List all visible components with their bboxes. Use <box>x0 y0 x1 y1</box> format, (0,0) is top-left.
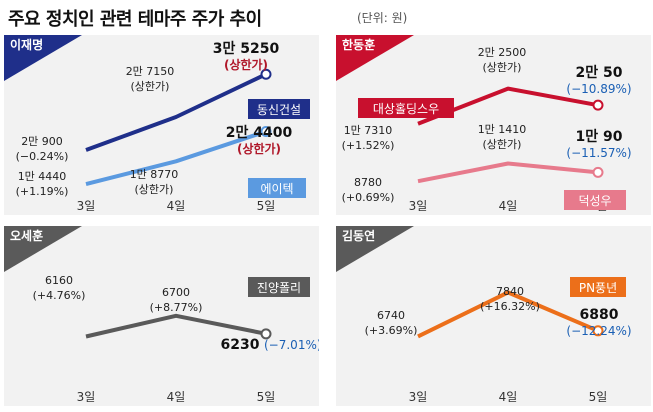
unit-label: (단위: 원) <box>357 11 408 25</box>
data-label-change: (+4.76%) <box>33 289 86 302</box>
x-tick-label: 4일 <box>167 390 186 404</box>
data-label-change: (상한가) <box>135 183 174 196</box>
data-label-value: 1만 7310 <box>344 124 393 137</box>
x-tick-label: 5일 <box>589 390 608 404</box>
data-label-change: (−10.89%) <box>566 82 631 96</box>
legend-label: 동신건설 <box>257 103 301 117</box>
x-tick-label: 3일 <box>77 390 96 404</box>
x-tick-label: 4일 <box>167 199 186 213</box>
legend-box <box>248 99 310 119</box>
chart-panel-lee-jae-myung: 이재명 3일 4일 5일 동신건설 2만 900 (−0.24%) 2만 7150 (상한가) 3… <box>4 35 319 215</box>
legend-box <box>358 98 454 118</box>
x-tick-label: 5일 <box>257 390 276 404</box>
data-label-value: 6740 <box>377 309 405 322</box>
data-label-change: (+16.32%) <box>480 300 540 313</box>
data-label-change: (+1.52%) <box>342 139 395 152</box>
data-label-change: (+8.77%) <box>150 301 203 314</box>
legend-box <box>564 190 626 210</box>
x-tick-label: 3일 <box>409 390 428 404</box>
data-label-value: 1만 1410 <box>478 123 527 136</box>
data-label-change: (상한가) <box>224 57 268 72</box>
chart-panel-oh-se-hoon: 오세훈 3일 4일 5일 진양폴리 6160 (+4.76%) 6700 (+8.77%) 623… <box>4 226 319 406</box>
data-label-change: (상한가) <box>483 61 522 74</box>
chart-panel-han-dong-hoon: 한동훈3일4일5일대상홀딩스우1만 7310(+1.52%)2만 2500(상한… <box>336 35 651 215</box>
data-label-change: (−0.24%) <box>16 150 69 163</box>
data-label-value: 7840 <box>496 285 524 298</box>
data-label-value: 6880 <box>580 307 619 323</box>
end-point-marker <box>260 126 272 138</box>
legend-box <box>248 178 306 198</box>
legend-label: 대상홀딩스우 <box>373 102 439 116</box>
data-label-value: 2만 900 <box>21 135 63 148</box>
legend-label: PN풍년 <box>579 281 617 295</box>
data-label-change: (상한가) <box>483 138 522 151</box>
end-point-marker <box>260 68 272 80</box>
x-tick-label: 4일 <box>499 390 518 404</box>
x-tick-label: 3일 <box>77 199 96 213</box>
panel-flag <box>336 226 414 272</box>
panel-label: 한동훈 <box>342 37 375 52</box>
data-label-value: 6160 <box>45 274 73 287</box>
data-label-value: 1만 4440 <box>18 170 67 183</box>
legend-label: 진양폴리 <box>257 281 301 295</box>
data-label-value: 2만 50 <box>576 65 623 81</box>
legend-box <box>248 277 310 297</box>
data-label-change: (+3.69%) <box>365 324 418 337</box>
data-label-value: 8780 <box>354 176 382 189</box>
legend-label: 에이텍 <box>260 182 293 196</box>
series-line <box>417 290 599 339</box>
chart-svg: 김동연 3일 4일 5일 PN풍년 6740 (+3.69%) 7840 (+16.32%) 68… <box>336 226 632 404</box>
end-point-marker <box>592 99 604 111</box>
panel-label: 이재명 <box>10 37 43 52</box>
x-tick-label: 5일 <box>257 199 276 213</box>
data-label-change: (상한가) <box>131 80 170 93</box>
data-label-change: (+0.69%) <box>342 191 395 204</box>
data-label-change: (−11.57%) <box>566 146 631 160</box>
data-label-value: 6230 <box>221 337 260 353</box>
x-tick-label: 4일 <box>499 199 518 213</box>
page-title: 주요 정치인 관련 테마주 주가 추이 <box>8 9 262 30</box>
x-tick-label: 3일 <box>409 199 428 213</box>
chart-panel-kim-dong-yeon: 김동연 3일 4일 5일 PN풍년 6740 (+3.69%) 7840 (+16.32%) 68… <box>336 226 651 406</box>
panel-flag <box>4 35 82 81</box>
data-label-value: 1만 8770 <box>130 168 179 181</box>
series-line <box>85 72 267 152</box>
panel-flag <box>336 35 414 81</box>
chart-svg: 오세훈 3일 4일 5일 진양폴리 6160 (+4.76%) 6700 (+8.77%) 623… <box>4 226 319 404</box>
data-label-value: 2만 7150 <box>126 65 175 78</box>
data-label-change: (상한가) <box>237 141 281 156</box>
chart-svg: 한동훈3일4일5일대상홀딩스우1만 7310(+1.52%)2만 2500(상한… <box>336 35 632 213</box>
panel-flag <box>4 226 82 272</box>
series-line <box>85 313 267 339</box>
data-label-value: 6700 <box>162 286 190 299</box>
data-label-value: 2만 4400 <box>226 125 293 141</box>
end-point-marker <box>260 328 272 340</box>
header: 주요 정치인 관련 테마주 주가 추이 (단위: 원) <box>0 0 653 34</box>
legend-box <box>570 277 626 297</box>
data-label-value: 1만 90 <box>576 129 623 145</box>
legend-label: 덕성우 <box>578 194 611 208</box>
end-point-marker <box>592 325 604 337</box>
panel-label: 오세훈 <box>10 228 43 243</box>
series-line <box>417 161 599 184</box>
data-label-change: (−12.24%) <box>566 324 631 338</box>
panel-label: 김동연 <box>342 228 375 243</box>
data-label-change: (−7.01%) <box>264 338 319 352</box>
data-label-change: (+1.19%) <box>16 185 69 198</box>
data-label-value: 2만 2500 <box>478 46 527 59</box>
data-label-value: 3만 5250 <box>213 41 280 57</box>
series-line <box>85 129 267 187</box>
end-point-marker <box>592 166 604 178</box>
